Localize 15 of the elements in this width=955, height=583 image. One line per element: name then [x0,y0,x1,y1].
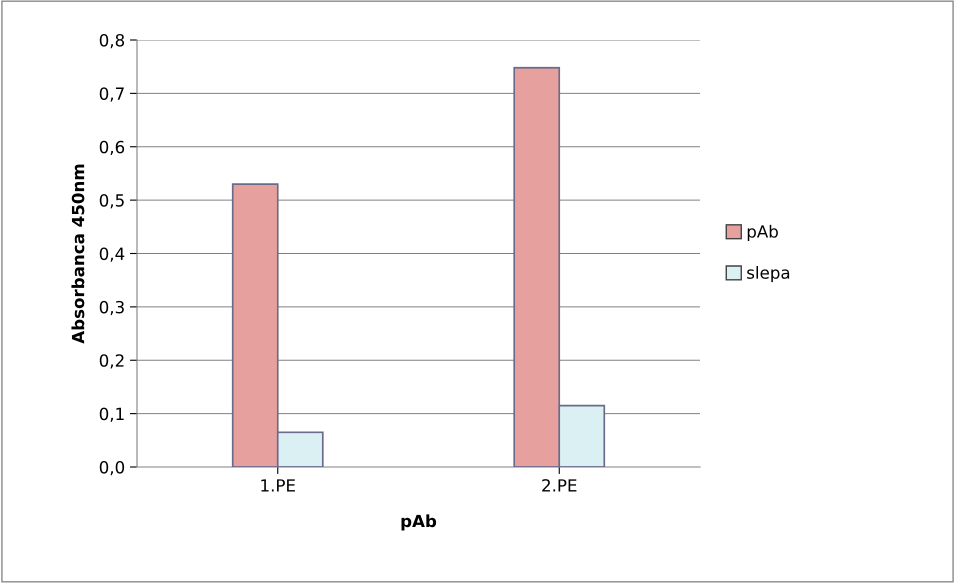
y-tick-label: 0,8 [100,34,124,48]
x-axis-title: pAb [402,514,436,531]
y-tick-label: 0,6 [100,140,124,156]
y-axis-title: Absorbanca 450nm [71,164,84,344]
y-tick-label: 0,7 [100,87,124,102]
y-tick-label: 0,3 [100,300,124,316]
y-tick-label: 0,2 [100,354,124,369]
x-tick-label: 1.PE [261,479,295,492]
legend-label: slepa [747,266,790,282]
y-tick-label: 0,0 [100,460,124,476]
y-tick-label: 0,1 [100,408,124,422]
y-tick-label: 0,5 [100,194,124,208]
y-tick-label: 0,4 [100,247,124,262]
x-tick-label: 2.PE [542,479,576,492]
legend-label: pAb [748,224,778,241]
